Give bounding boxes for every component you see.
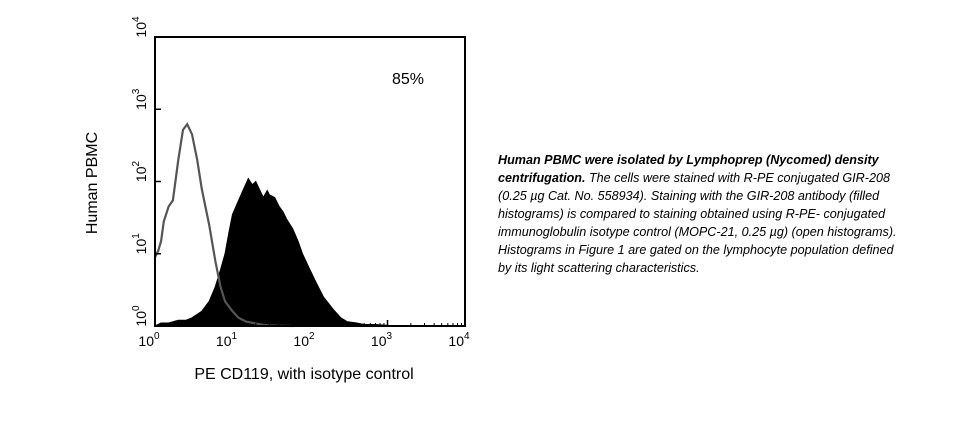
x-axis: 100 101 102 103 104 (138, 320, 470, 349)
x-tick-label: 103 (371, 331, 393, 349)
x-tick-label: 100 (138, 331, 160, 349)
percentage-annotation: 85% (392, 71, 424, 88)
y-axis: 100 101 102 103 104 (131, 16, 161, 327)
x-tick-label: 104 (448, 331, 470, 349)
y-tick-label: 100 (131, 305, 149, 327)
y-tick-label: 104 (131, 16, 149, 38)
caption-bold: Human PBMC were isolated by Lymphoprep (… (498, 153, 879, 185)
caption-text: The cells were stained with R-PE conjuga… (498, 171, 897, 275)
x-tick-label: 102 (293, 331, 315, 349)
isotype-histogram (154, 122, 293, 328)
y-axis-label: Human PBMC (84, 132, 101, 234)
figure-caption: Human PBMC were isolated by Lymphoprep (… (498, 151, 903, 277)
y-tick-label: 102 (131, 160, 149, 182)
y-tick-label: 101 (131, 233, 149, 255)
stained-histogram (154, 177, 465, 327)
x-axis-label: PE CD119, with isotype control (194, 366, 413, 383)
series-layer (154, 122, 465, 328)
x-tick-label: 101 (216, 331, 238, 349)
y-tick-label: 103 (131, 88, 149, 110)
